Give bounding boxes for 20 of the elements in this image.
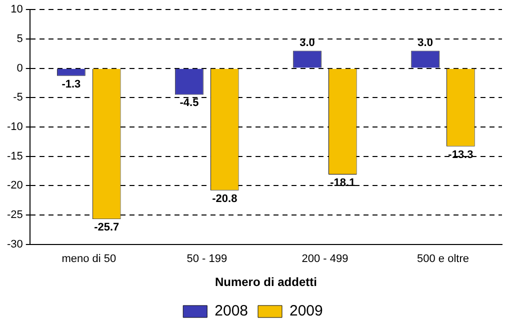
y-tick-label: -30 <box>6 238 23 250</box>
y-tick-label: 5 <box>16 32 23 45</box>
y-tick-label: -25 <box>6 209 23 222</box>
data-label: -1.3 <box>62 78 81 90</box>
y-tick-label: -5 <box>13 92 23 104</box>
y-tick-label: -20 <box>6 180 23 192</box>
legend-label: 2008 <box>214 302 248 320</box>
x-axis-title: Numero di addetti <box>214 275 317 290</box>
y-tick-label: -15 <box>6 150 23 162</box>
x-tick-label: 200 - 499 <box>302 253 348 266</box>
y-tick-label: 0 <box>16 62 23 74</box>
x-tick-label: 50 - 199 <box>186 253 228 266</box>
data-label: -20.8 <box>212 192 238 205</box>
y-tick-label: 10 <box>10 4 23 16</box>
x-tick-label: 500 e oltre <box>416 253 469 266</box>
legend-label: 2009 <box>290 302 323 320</box>
x-tick-label: meno di 50 <box>62 253 116 266</box>
data-label: -4.5 <box>180 97 199 110</box>
data-label: -25.7 <box>94 222 120 234</box>
y-tick-label: -10 <box>6 121 23 134</box>
